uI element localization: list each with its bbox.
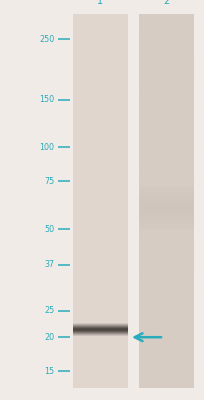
Text: 25: 25 — [44, 306, 54, 315]
Text: 1: 1 — [96, 0, 102, 6]
Text: 75: 75 — [44, 177, 54, 186]
Text: 15: 15 — [44, 367, 54, 376]
Text: 100: 100 — [39, 143, 54, 152]
Text: 250: 250 — [39, 35, 54, 44]
Text: 2: 2 — [163, 0, 169, 6]
Text: 20: 20 — [44, 333, 54, 342]
Text: 150: 150 — [39, 95, 54, 104]
Text: 37: 37 — [44, 260, 54, 269]
Text: 50: 50 — [44, 225, 54, 234]
